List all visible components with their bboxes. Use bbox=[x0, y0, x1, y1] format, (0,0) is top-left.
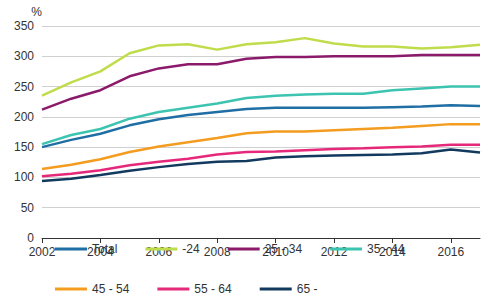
svg-text:55 - 64: 55 - 64 bbox=[194, 282, 232, 296]
svg-text:2002: 2002 bbox=[29, 245, 56, 259]
svg-text:35 - 44: 35 - 44 bbox=[367, 242, 405, 256]
svg-text:45 - 54: 45 - 54 bbox=[92, 282, 130, 296]
svg-text:0: 0 bbox=[27, 231, 34, 245]
svg-text:300: 300 bbox=[14, 49, 34, 63]
svg-text:Total: Total bbox=[92, 242, 117, 256]
svg-text:2016: 2016 bbox=[437, 245, 464, 259]
svg-text:-24: -24 bbox=[182, 242, 200, 256]
svg-text:2008: 2008 bbox=[204, 245, 231, 259]
svg-text:2012: 2012 bbox=[321, 245, 348, 259]
svg-text:2006: 2006 bbox=[145, 245, 172, 259]
svg-text:150: 150 bbox=[14, 140, 34, 154]
svg-text:50: 50 bbox=[21, 201, 35, 215]
svg-text:100: 100 bbox=[14, 170, 34, 184]
svg-text:250: 250 bbox=[14, 80, 34, 94]
svg-text:%: % bbox=[31, 5, 42, 19]
svg-text:200: 200 bbox=[14, 110, 34, 124]
svg-text:65 -: 65 - bbox=[297, 282, 318, 296]
svg-text:350: 350 bbox=[14, 19, 34, 33]
svg-text:25 - 34: 25 - 34 bbox=[265, 242, 303, 256]
